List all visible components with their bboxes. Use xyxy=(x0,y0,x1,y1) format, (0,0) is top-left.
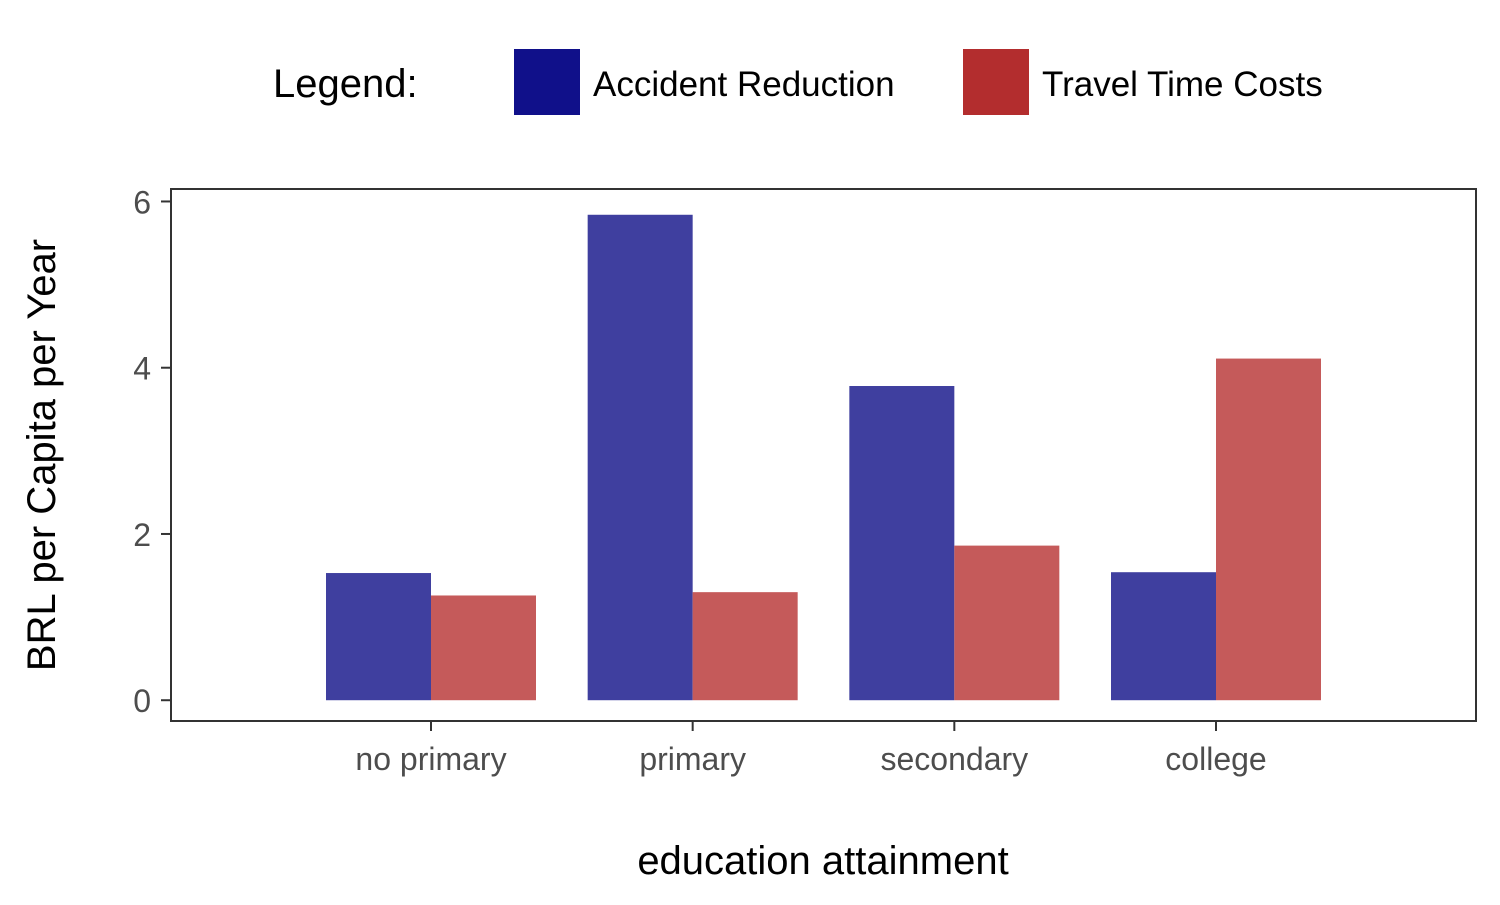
bar-travel-time-costs-college xyxy=(1216,358,1321,701)
x-tick-label-college: college xyxy=(1165,741,1266,777)
bar-accident-reduction-college xyxy=(1111,572,1216,701)
x-tick-label-no-primary: no primary xyxy=(355,741,506,777)
x-axis: no primary primary secondary college xyxy=(355,721,1267,777)
legend-label-accident-reduction: Accident Reduction xyxy=(593,65,895,104)
legend-swatch-accident-reduction xyxy=(514,49,580,115)
legend: Legend: Accident Reduction Travel Time C… xyxy=(273,49,1323,115)
y-axis: 0 2 4 6 xyxy=(133,184,171,719)
legend-title: Legend: xyxy=(273,62,418,106)
bar-accident-reduction-no-primary xyxy=(326,573,431,701)
bar-travel-time-costs-no-primary xyxy=(431,595,536,701)
bar-accident-reduction-secondary xyxy=(849,386,955,701)
x-tick-label-secondary: secondary xyxy=(881,741,1029,777)
bars-layer xyxy=(326,214,1321,701)
x-axis-title: education attainment xyxy=(637,839,1008,883)
y-axis-title: BRL per Capita per Year xyxy=(20,239,64,671)
bar-accident-reduction-primary xyxy=(587,214,693,701)
y-tick-label: 2 xyxy=(133,517,151,553)
x-tick-label-primary: primary xyxy=(639,741,746,777)
y-tick-label: 6 xyxy=(133,184,151,220)
legend-label-travel-time-costs: Travel Time Costs xyxy=(1042,65,1323,104)
y-tick-label: 4 xyxy=(133,351,151,387)
bar-travel-time-costs-primary xyxy=(692,592,798,701)
y-tick-label: 0 xyxy=(133,683,151,719)
legend-swatch-travel-time-costs xyxy=(963,49,1029,115)
bar-travel-time-costs-secondary xyxy=(954,545,1060,701)
